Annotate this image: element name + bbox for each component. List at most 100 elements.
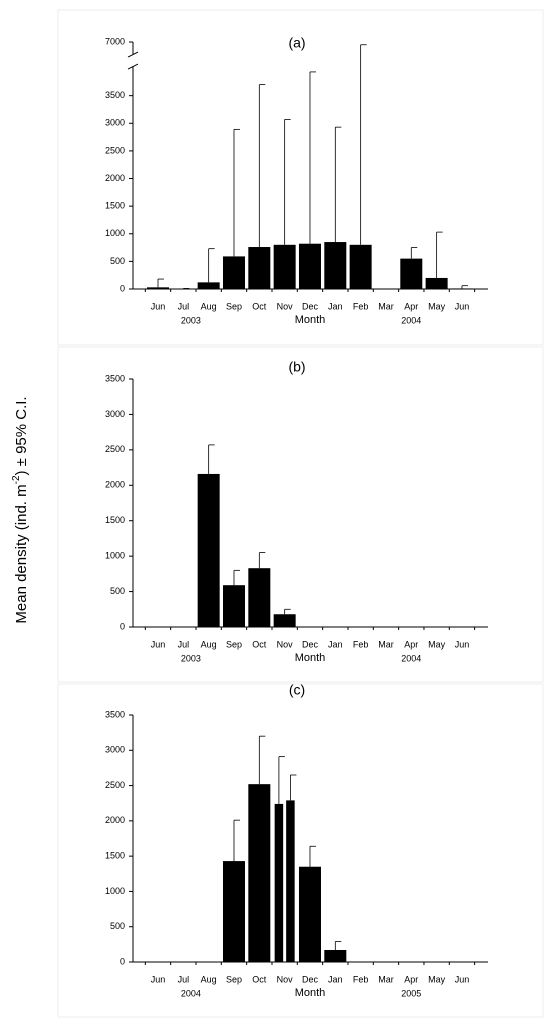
x-tick-label: Oct: [252, 639, 267, 649]
y-tick-label: 500: [110, 256, 125, 266]
x-tick-label: Jun: [151, 974, 166, 984]
x-tick-label: Oct: [252, 301, 267, 311]
x-tick-label: Feb: [353, 974, 369, 984]
year-label: 2004: [401, 315, 421, 325]
x-tick-label: Jul: [178, 301, 190, 311]
x-tick-label: Jun: [455, 974, 470, 984]
x-tick-label: Jun: [455, 639, 470, 649]
x-tick-label: Nov: [277, 301, 294, 311]
x-tick-label: Apr: [404, 639, 418, 649]
x-tick-label: Jul: [178, 974, 190, 984]
y-tick-label: 3000: [105, 118, 125, 128]
y-tick-label: 2500: [105, 444, 125, 454]
x-tick-label: Dec: [302, 301, 319, 311]
x-tick-label: Jun: [151, 301, 166, 311]
x-tick-label: May: [428, 639, 446, 649]
x-tick-label: Apr: [404, 974, 418, 984]
bar: [274, 803, 284, 962]
bar: [286, 800, 295, 962]
bar: [273, 244, 296, 289]
y-tick-label: 7000: [105, 36, 125, 46]
bar: [248, 247, 271, 289]
bar: [425, 277, 448, 289]
year-label: 2005: [401, 988, 421, 998]
y-tick-label: 3000: [105, 745, 125, 755]
x-tick-label: May: [428, 974, 446, 984]
bar: [400, 258, 423, 289]
x-axis-label: Month: [295, 652, 326, 664]
x-tick-label: Dec: [302, 974, 319, 984]
y-tick-label: 2000: [105, 173, 125, 183]
bar: [222, 256, 245, 289]
bar: [349, 244, 372, 289]
y-tick-label: 0: [120, 956, 125, 966]
bar: [298, 243, 321, 289]
panel-title: (c): [289, 682, 305, 698]
y-tick-label: 2000: [105, 815, 125, 825]
panel-title: (b): [288, 359, 305, 375]
x-tick-label: Sep: [226, 639, 242, 649]
x-tick-label: Nov: [277, 639, 294, 649]
panel-frame: [57, 9, 544, 346]
y-tick-label: 2000: [105, 480, 125, 490]
year-label: 2003: [181, 315, 201, 325]
bar: [248, 784, 271, 962]
y-tick-label: 0: [120, 621, 125, 631]
bar: [222, 861, 245, 962]
x-axis-label: Month: [295, 314, 326, 326]
y-tick-label: 1000: [105, 551, 125, 561]
panel-frame: [57, 683, 544, 1018]
y-tick-label: 3500: [105, 90, 125, 100]
year-label: 2003: [181, 653, 201, 663]
bar: [197, 282, 220, 289]
x-tick-label: Nov: [277, 974, 294, 984]
x-tick-label: Jun: [151, 639, 166, 649]
y-tick-label: 1500: [105, 515, 125, 525]
x-tick-label: Apr: [404, 301, 418, 311]
x-tick-label: Jul: [178, 639, 190, 649]
x-tick-label: Sep: [226, 301, 242, 311]
x-tick-label: Feb: [353, 301, 369, 311]
axis-break: [127, 63, 139, 70]
x-tick-label: Mar: [378, 974, 394, 984]
x-tick-label: Aug: [201, 639, 217, 649]
x-tick-label: Aug: [201, 974, 217, 984]
y-label-text: ) ± 95% C.I.: [13, 396, 30, 475]
x-tick-label: Aug: [201, 301, 217, 311]
x-tick-label: Mar: [378, 639, 394, 649]
panel-title: (a): [288, 35, 305, 51]
y-tick-label: 1000: [105, 886, 125, 896]
x-tick-label: Oct: [252, 974, 267, 984]
bar: [324, 950, 347, 962]
y-tick-label: 3000: [105, 409, 125, 419]
y-tick-label: 500: [110, 921, 125, 931]
x-axis-label: Month: [295, 987, 326, 999]
bar: [197, 473, 220, 627]
x-tick-label: Jan: [328, 639, 343, 649]
bar: [450, 288, 473, 289]
y-axis-label: Mean density (ind. m-2) ± 95% C.I.: [11, 396, 30, 623]
y-label-sup: -2: [11, 475, 22, 484]
x-tick-label: Mar: [378, 301, 394, 311]
y-tick-label: 500: [110, 586, 125, 596]
panel-frame: [57, 346, 544, 683]
y-tick-label: 1500: [105, 201, 125, 211]
x-tick-label: Dec: [302, 639, 319, 649]
year-label: 2004: [401, 653, 421, 663]
bar: [147, 287, 169, 289]
y-tick-label: 0: [120, 283, 125, 293]
axis-break: [127, 51, 139, 58]
x-tick-label: May: [428, 301, 446, 311]
bar: [222, 585, 245, 627]
y-label-text: Mean density (ind. m: [13, 484, 30, 623]
y-tick-label: 1500: [105, 851, 125, 861]
x-tick-label: Feb: [353, 639, 369, 649]
y-tick-label: 2500: [105, 780, 125, 790]
x-tick-label: Sep: [226, 974, 242, 984]
y-tick-label: 2500: [105, 145, 125, 155]
bar: [273, 614, 296, 627]
y-tick-label: 3500: [105, 709, 125, 719]
y-tick-label: 1000: [105, 228, 125, 238]
x-tick-label: Jun: [455, 301, 470, 311]
